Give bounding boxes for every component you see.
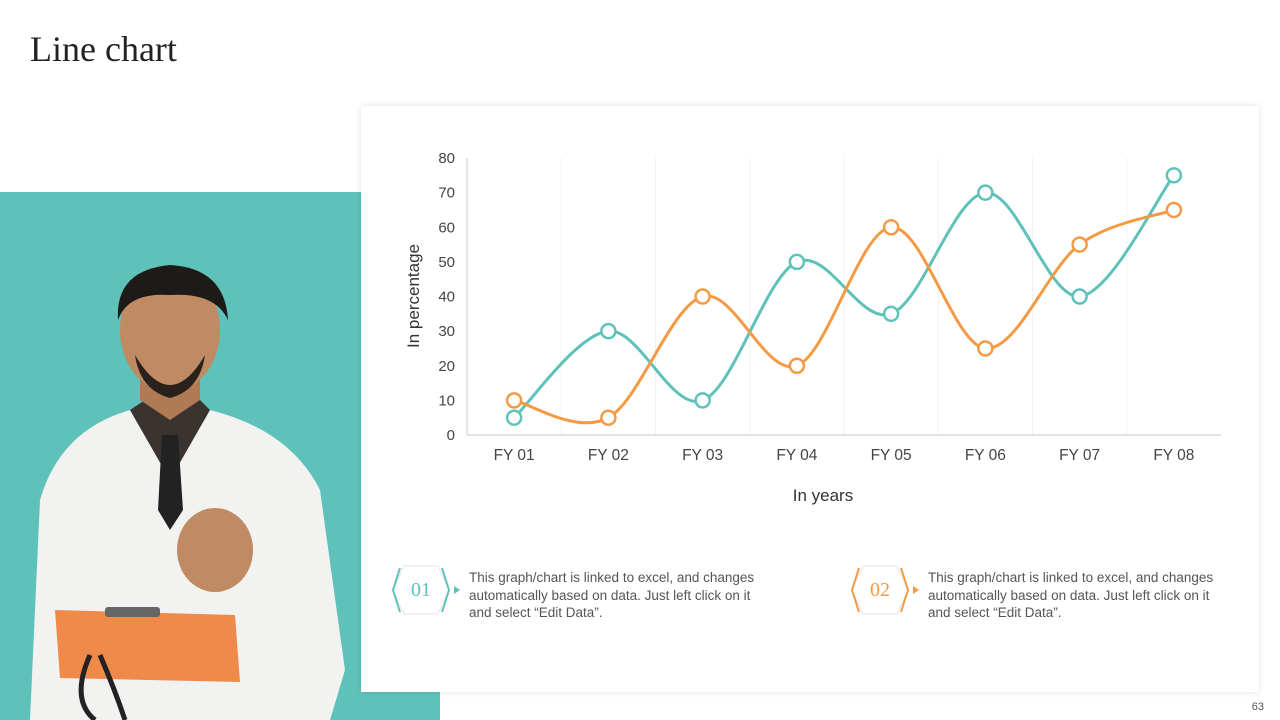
chart-card: 0 10 20 30 40 50 60 70 80 FY 01 FY 02 FY 03 FY 04 FY… [361,106,1259,692]
y-tick-label: 50 [438,254,455,271]
y-tick-label: 60 [438,219,455,236]
chart-series [505,167,1183,426]
slide-title: Line chart [30,29,177,69]
series-line-1[interactable] [513,174,1176,419]
y-tick-label: 80 [438,150,455,167]
doctor-photo [30,265,345,720]
y-tick-label: 40 [438,289,455,306]
x-tick-label: FY 06 [965,447,1006,464]
hexagon-icon [850,565,919,615]
data-point[interactable] [1165,201,1183,219]
y-tick-labels: 0 10 20 30 40 50 60 70 80 [438,150,455,444]
page-number: 63 [1251,701,1264,713]
y-axis-title: In percentage [404,244,423,348]
data-point[interactable] [1165,167,1183,184]
data-point[interactable] [600,322,617,340]
data-point[interactable] [977,184,994,201]
data-point[interactable] [977,340,994,357]
x-tick-labels: FY 01 FY 02 FY 03 FY 04 FY 05 FY 06 FY 07 FY 08 [494,447,1195,464]
y-tick-label: 10 [438,392,455,409]
x-tick-label: FY 01 [494,447,535,464]
y-tick-label: 20 [438,358,455,375]
note-text: This graph/chart is linked to excel, and… [469,570,755,620]
data-point[interactable] [788,253,806,271]
data-point[interactable] [1071,288,1088,305]
note-text: This graph/chart is linked to excel, and… [928,570,1214,620]
chart-gridlines [560,158,1128,435]
data-point[interactable] [882,219,900,236]
y-tick-label: 30 [438,323,455,340]
x-tick-label: FY 08 [1153,447,1194,464]
data-point[interactable] [882,305,900,323]
data-point[interactable] [505,392,523,409]
hexagon-icon [391,565,460,615]
x-tick-label: FY 03 [682,447,723,464]
data-point[interactable] [600,409,617,426]
data-point[interactable] [788,357,806,374]
note-number: 02 [870,579,890,601]
data-point[interactable] [694,288,711,305]
note-number: 01 [411,579,431,601]
data-point[interactable] [694,392,711,409]
y-tick-label: 70 [438,185,455,202]
x-tick-label: FY 07 [1059,447,1100,464]
series-line-2[interactable] [513,208,1175,425]
x-tick-label: FY 04 [776,447,817,464]
x-axis-title: In years [793,486,853,505]
note-02: 02 This graph/chart is linked to excel, … [850,561,1230,621]
data-point[interactable] [505,409,523,426]
note-01: 01 This graph/chart is linked to excel, … [391,561,771,621]
data-point[interactable] [1071,236,1088,253]
x-tick-label: FY 02 [588,447,629,464]
x-tick-label: FY 05 [871,447,912,464]
y-tick-label: 0 [447,427,455,444]
